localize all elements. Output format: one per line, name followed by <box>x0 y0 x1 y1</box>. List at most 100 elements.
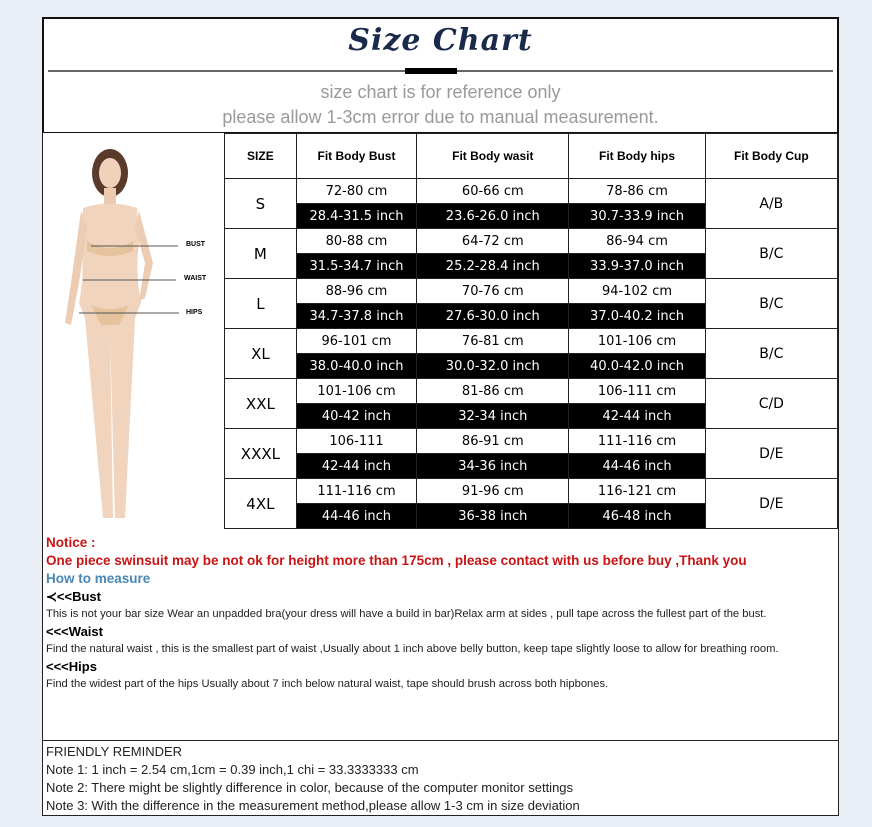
table-row-inch: 38.0-40.0 inch 30.0-32.0 inch 40.0-42.0 … <box>225 353 838 379</box>
cup-cell: D/E <box>704 478 839 529</box>
hips-inch: 33.9-37.0 inch <box>568 253 706 279</box>
note-2: Note 2: There might be slightly differen… <box>46 780 574 795</box>
cup-cell: B/C <box>704 278 839 329</box>
table-row: XXXL 106-111 86-91 cm 111-116 cm D/E <box>224 428 839 479</box>
size-cell: M <box>224 228 297 279</box>
hips-inch: 46-48 inch <box>568 503 706 529</box>
hips-text: Find the widest part of the hips Usually… <box>46 678 609 690</box>
bust-label: BUST <box>186 241 206 248</box>
col-hips: Fit Body hips <box>568 133 706 179</box>
bust-cm: 106-111 <box>295 428 418 454</box>
cup-cell: B/C <box>704 228 839 279</box>
hips-label: HIPS <box>186 309 203 316</box>
table-row-inch: 40-42 inch 32-34 inch 42-44 inch <box>225 403 838 429</box>
divider-accent <box>405 68 457 74</box>
hips-cm: 116-121 cm <box>568 478 706 504</box>
subtitle-error: please allow 1-3cm error due to manual m… <box>222 107 659 127</box>
hips-inch: 44-46 inch <box>568 453 706 479</box>
size-cell: S <box>224 178 297 229</box>
col-size: SIZE <box>224 133 297 179</box>
model-figure: BUST WAIST HIPS <box>43 133 224 530</box>
table-row-inch: 44-46 inch 36-38 inch 46-48 inch <box>225 503 838 529</box>
waist-cm: 86-91 cm <box>416 428 570 454</box>
size-table-section: BUST WAIST HIPS SIZE Fit Body Bust Fit B… <box>42 133 839 531</box>
waist-label: WAIST <box>184 275 207 282</box>
cup-cell: A/B <box>704 178 839 229</box>
how-to-measure: How to measure <box>46 571 151 586</box>
bust-inch: 42-44 inch <box>295 453 418 479</box>
hips-cm: 94-102 cm <box>568 278 706 304</box>
table-row-inch: 42-44 inch 34-36 inch 44-46 inch <box>225 453 838 479</box>
size-cell: 4XL <box>224 478 297 529</box>
bust-cm: 101-106 cm <box>295 378 418 404</box>
waist-cm: 81-86 cm <box>416 378 570 404</box>
waist-inch: 27.6-30.0 inch <box>416 303 570 329</box>
bust-cm: 80-88 cm <box>295 228 418 254</box>
bust-cm: 111-116 cm <box>295 478 418 504</box>
table-row: S 72-80 cm 60-66 cm 78-86 cm A/B <box>224 178 839 229</box>
size-table: SIZE Fit Body Bust Fit Body wasit Fit Bo… <box>224 133 839 529</box>
table-row: L 88-96 cm 70-76 cm 94-102 cm B/C <box>224 278 839 329</box>
bust-inch: 44-46 inch <box>295 503 418 529</box>
table-row: XL 96-101 cm 76-81 cm 101-106 cm B/C <box>224 328 839 379</box>
hips-inch: 37.0-40.2 inch <box>568 303 706 329</box>
hips-heading: <<<Hips <box>46 659 97 674</box>
bust-heading: ≺<<Bust <box>46 589 101 604</box>
waist-inch: 36-38 inch <box>416 503 570 529</box>
waist-text: Find the natural waist , this is the sma… <box>46 643 779 655</box>
note-1: Note 1: 1 inch = 2.54 cm,1cm = 0.39 inch… <box>46 762 419 777</box>
note-3: Note 3: With the difference in the measu… <box>46 798 580 813</box>
notes-section: Notice : One piece swinsuit may be not o… <box>42 530 839 741</box>
col-cup: Fit Body Cup <box>704 133 839 179</box>
bust-cm: 96-101 cm <box>295 328 418 354</box>
cup-cell: B/C <box>704 328 839 379</box>
table-row-inch: 28.4-31.5 inch 23.6-26.0 inch 30.7-33.9 … <box>225 203 838 229</box>
table-header-row: SIZE Fit Body Bust Fit Body wasit Fit Bo… <box>224 133 839 179</box>
table-row-inch: 34.7-37.8 inch 27.6-30.0 inch 37.0-40.2 … <box>225 303 838 329</box>
subtitle-reference: size chart is for reference only <box>320 82 561 102</box>
waist-inch: 32-34 inch <box>416 403 570 429</box>
size-cell: XXXL <box>224 428 297 479</box>
bust-cm: 72-80 cm <box>295 178 418 204</box>
waist-inch: 25.2-28.4 inch <box>416 253 570 279</box>
cup-cell: D/E <box>704 428 839 479</box>
bust-cm: 88-96 cm <box>295 278 418 304</box>
size-cell: XL <box>224 328 297 379</box>
waist-heading: <<<Waist <box>46 624 103 639</box>
waist-cm: 60-66 cm <box>416 178 570 204</box>
page-title: Size Chart <box>348 23 533 58</box>
hips-inch: 30.7-33.9 inch <box>568 203 706 229</box>
hips-cm: 111-116 cm <box>568 428 706 454</box>
table-row: M 80-88 cm 64-72 cm 86-94 cm B/C <box>224 228 839 279</box>
hips-cm: 86-94 cm <box>568 228 706 254</box>
col-bust: Fit Body Bust <box>295 133 418 179</box>
waist-cm: 91-96 cm <box>416 478 570 504</box>
col-waist: Fit Body wasit <box>416 133 570 179</box>
table-row: 4XL 111-116 cm 91-96 cm 116-121 cm D/E <box>224 478 839 529</box>
hips-cm: 78-86 cm <box>568 178 706 204</box>
notice-text: One piece swinsuit may be not ok for hei… <box>46 553 747 568</box>
size-chart-header: Size Chart size chart is for reference o… <box>42 17 839 134</box>
body-illustration <box>65 149 179 518</box>
hips-cm: 106-111 cm <box>568 378 706 404</box>
bust-text: This is not your bar size Wear an unpadd… <box>46 608 767 620</box>
waist-inch: 30.0-32.0 inch <box>416 353 570 379</box>
friendly-reminder: FRIENDLY REMINDER Note 1: 1 inch = 2.54 … <box>42 740 839 816</box>
size-cell: L <box>224 278 297 329</box>
waist-cm: 70-76 cm <box>416 278 570 304</box>
waist-cm: 64-72 cm <box>416 228 570 254</box>
hips-inch: 42-44 inch <box>568 403 706 429</box>
table-row: XXL 101-106 cm 81-86 cm 106-111 cm C/D <box>224 378 839 429</box>
bust-inch: 34.7-37.8 inch <box>295 303 418 329</box>
waist-inch: 23.6-26.0 inch <box>416 203 570 229</box>
bust-inch: 28.4-31.5 inch <box>295 203 418 229</box>
notice-label: Notice : <box>46 535 96 550</box>
hips-inch: 40.0-42.0 inch <box>568 353 706 379</box>
size-cell: XXL <box>224 378 297 429</box>
waist-cm: 76-81 cm <box>416 328 570 354</box>
hips-cm: 101-106 cm <box>568 328 706 354</box>
cup-cell: C/D <box>704 378 839 429</box>
waist-inch: 34-36 inch <box>416 453 570 479</box>
reminder-title: FRIENDLY REMINDER <box>46 744 183 759</box>
bust-inch: 31.5-34.7 inch <box>295 253 418 279</box>
